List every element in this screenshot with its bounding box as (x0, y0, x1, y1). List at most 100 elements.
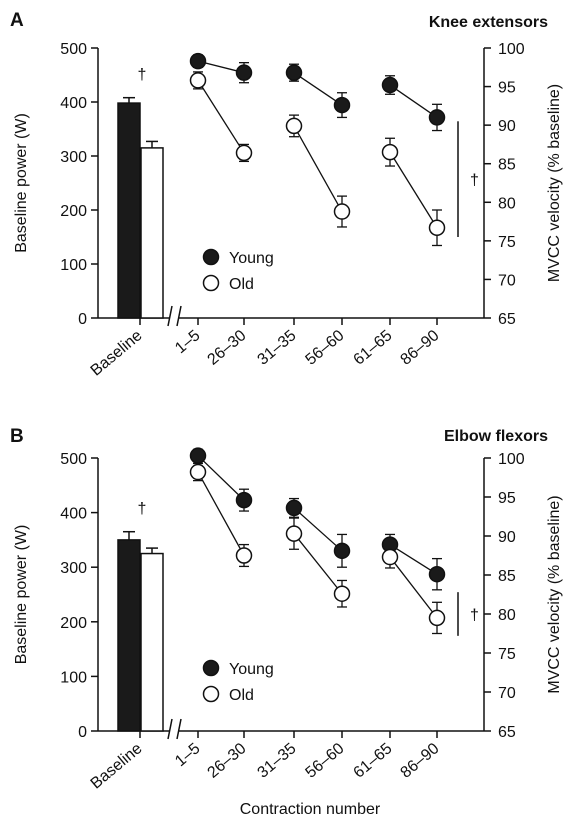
data-point-young (333, 96, 351, 114)
category-label: 1–5 (172, 740, 203, 770)
data-point-old (189, 463, 207, 481)
data-point-young (428, 565, 446, 583)
category-label: 56–60 (303, 327, 348, 369)
data-point-young (285, 64, 303, 81)
right-tick-label: 65 (498, 724, 516, 741)
right-tick-label: 100 (498, 41, 525, 58)
data-point-old (235, 144, 253, 162)
right-axis-label: MVCC velocity (% baseline) (546, 495, 563, 693)
panel-letter: B (10, 426, 24, 447)
legend-marker-young (202, 659, 220, 677)
category-label: 26–30 (205, 327, 250, 369)
left-tick-label: 300 (60, 560, 87, 577)
baseline-bar-young (117, 539, 141, 732)
left-tick-label: 500 (60, 41, 87, 58)
data-point-young (235, 64, 253, 81)
category-label: 86–90 (398, 327, 443, 369)
category-label: 1–5 (172, 327, 203, 357)
left-tick-label: 0 (78, 311, 87, 328)
left-tick-label: 100 (60, 669, 87, 686)
legend-marker-old (202, 274, 220, 292)
right-tick-label: 90 (498, 118, 516, 135)
data-point-young (428, 109, 446, 126)
baseline-bar-young (117, 102, 141, 319)
category-label: 31–35 (255, 740, 300, 782)
category-label: 61–65 (351, 327, 396, 369)
data-point-young (333, 542, 351, 560)
series-line-old (293, 125, 343, 212)
data-point-old (428, 609, 446, 627)
right-axis-label: MVCC velocity (% baseline) (546, 84, 563, 282)
baseline-significance-mark: † (138, 501, 147, 518)
data-point-old (235, 547, 253, 564)
panel-a: A Knee extensors 0 100 200 300 400 500 Baseline … (10, 10, 563, 380)
data-point-old (333, 203, 351, 220)
data-point-old (285, 117, 303, 135)
right-tick-label: 85 (498, 157, 516, 174)
data-point-old (381, 548, 399, 566)
axis-break-mark (176, 305, 182, 327)
left-tick-label: 200 (60, 203, 87, 220)
legend-label-young: Young (229, 250, 274, 267)
axis-break-mark (167, 305, 173, 327)
data-point-young (189, 52, 207, 70)
x-axis-label: Contraction number (240, 801, 381, 818)
series-line-old (293, 533, 343, 595)
data-point-old (285, 525, 303, 542)
legend-marker-young (202, 248, 220, 266)
legend-label-old: Old (229, 687, 254, 704)
left-tick-label: 200 (60, 615, 87, 632)
legend-label-young: Young (229, 661, 274, 678)
data-point-young (235, 491, 253, 509)
series-line-old (197, 80, 245, 154)
series-line-young (293, 507, 343, 552)
category-label: 56–60 (303, 740, 348, 782)
left-tick-label: 400 (60, 95, 87, 112)
right-tick-label: 75 (498, 234, 516, 251)
left-tick-label: 0 (78, 724, 87, 741)
data-point-young (189, 447, 207, 464)
left-tick-label: 100 (60, 257, 87, 274)
panel-title: Elbow flexors (444, 428, 548, 445)
axis-break-mark (176, 718, 182, 740)
left-tick-label: 400 (60, 506, 87, 523)
data-point-old (428, 219, 446, 236)
category-label: 31–35 (255, 327, 300, 369)
right-tick-label: 95 (498, 80, 516, 97)
left-axis-label: Baseline power (W) (13, 113, 30, 253)
right-tick-label: 80 (498, 607, 516, 624)
right-tick-label: 70 (498, 272, 516, 289)
data-point-young (381, 76, 399, 94)
data-point-young (285, 499, 303, 517)
legend-marker-old (202, 685, 220, 703)
right-tick-label: 100 (498, 451, 525, 468)
series-line-young (389, 544, 438, 575)
right-tick-label: 70 (498, 685, 516, 702)
right-tick-label: 85 (498, 568, 516, 585)
baseline-bar-old (140, 147, 164, 319)
series-line-old (389, 151, 438, 229)
data-point-old (381, 143, 399, 161)
category-label: 26–30 (205, 740, 250, 782)
panel-b: B Elbow flexors 0 100 200 300 400 500 Baseline p… (10, 426, 563, 818)
axis-break-mark (167, 718, 173, 740)
data-point-old (333, 585, 351, 602)
series-line-old (389, 556, 438, 619)
left-axis-label: Baseline power (W) (13, 525, 30, 665)
category-label: 86–90 (398, 740, 443, 782)
data-point-old (189, 72, 207, 89)
right-tick-label: 80 (498, 195, 516, 212)
series-line-old (197, 471, 245, 556)
series-line-young (389, 84, 438, 118)
right-tick-label: 90 (498, 529, 516, 546)
right-tick-label: 95 (498, 490, 516, 507)
bracket-significance-mark: † (470, 172, 479, 189)
category-label: Baseline (88, 740, 146, 793)
baseline-significance-mark: † (138, 67, 147, 84)
category-label: Baseline (88, 327, 146, 380)
bracket-significance-mark: † (470, 607, 479, 624)
right-tick-label: 75 (498, 646, 516, 663)
series-line-young (197, 455, 245, 501)
panel-letter: A (10, 10, 24, 31)
